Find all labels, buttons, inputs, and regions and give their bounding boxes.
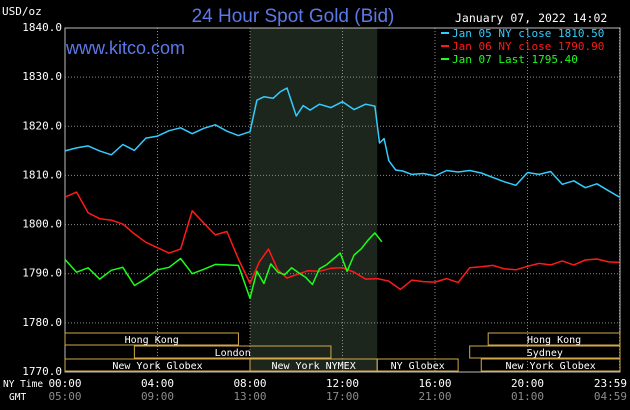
x-tick-label-gmt: 01:00 — [511, 390, 544, 403]
y-tick-label: 1840.0 — [22, 21, 62, 34]
legend-entry: Jan 06 NY close 1790.90 — [452, 40, 604, 53]
x-tick-label-gmt: 04:59 — [594, 390, 627, 403]
plot-frame — [64, 27, 621, 373]
chart-title: 24 Hour Spot Gold (Bid) — [192, 6, 395, 27]
timestamp: January 07, 2022 14:02 — [455, 11, 607, 25]
x-tick-label-ny: 16:00 — [418, 377, 451, 390]
x-axis-label-gmt: GMT — [9, 392, 26, 403]
market-sessions: Hong Kong Hong Kong London Sydney New York G… — [64, 332, 621, 372]
y-axis-unit-label: USD/oz — [2, 5, 42, 18]
session-box — [64, 332, 239, 346]
session-box — [469, 345, 621, 359]
session-box — [487, 332, 621, 346]
x-tick-label-ny: 00:00 — [48, 377, 81, 390]
x-tick-label-ny: 23:59 — [594, 377, 627, 390]
y-tick-label: 1790.0 — [22, 267, 62, 280]
series-line — [64, 87, 620, 198]
session-label: London — [215, 348, 251, 359]
y-tick-label: 1810.0 — [22, 168, 62, 181]
session-label: Sydney — [527, 348, 563, 359]
session-label: Hong Kong — [125, 335, 179, 346]
session-box — [133, 345, 332, 359]
y-tick-label: 1780.0 — [22, 316, 62, 329]
x-tick-label-ny: 04:00 — [141, 377, 174, 390]
series-line — [64, 232, 383, 300]
brand-watermark: www.kitco.com — [65, 38, 185, 58]
y-tick-label: 1800.0 — [22, 218, 62, 231]
x-tick-label-gmt: 13:00 — [233, 390, 266, 403]
legend-entry: Jan 05 NY close 1810.50 — [452, 27, 604, 40]
x-tick-label-gmt: 05:00 — [48, 390, 81, 403]
session-label: New York NYMEX — [271, 361, 355, 372]
price-series — [64, 87, 620, 300]
nymex-session-highlight — [250, 28, 378, 372]
session-label: New York Globex — [112, 361, 202, 372]
y-axis-tick-labels: 1770.0 1780.0 1790.0 1800.0 1810.0 1820.0 1830… — [22, 21, 62, 378]
grid-lines — [64, 27, 621, 373]
session-label: New York Globex — [505, 361, 595, 372]
session-label: NY Globex — [391, 361, 445, 372]
y-tick-label: 1770.0 — [22, 365, 62, 378]
x-tick-label-gmt: 09:00 — [141, 390, 174, 403]
x-tick-label-ny: 12:00 — [326, 377, 359, 390]
x-tick-label-gmt: 21:00 — [418, 390, 451, 403]
session-box — [480, 358, 621, 372]
x-tick-label-ny: 08:00 — [233, 377, 266, 390]
session-label: Hong Kong — [527, 335, 581, 346]
x-tick-label-gmt: 17:00 — [326, 390, 359, 403]
y-tick-label: 1830.0 — [22, 70, 62, 83]
x-axis-label-ny: NY Time — [3, 379, 43, 390]
legend-entry: Jan 07 Last 1795.40 — [452, 53, 578, 66]
session-box — [376, 358, 459, 372]
y-tick-label: 1820.0 — [22, 119, 62, 132]
series-line — [64, 191, 620, 291]
x-tick-label-ny: 20:00 — [511, 377, 544, 390]
